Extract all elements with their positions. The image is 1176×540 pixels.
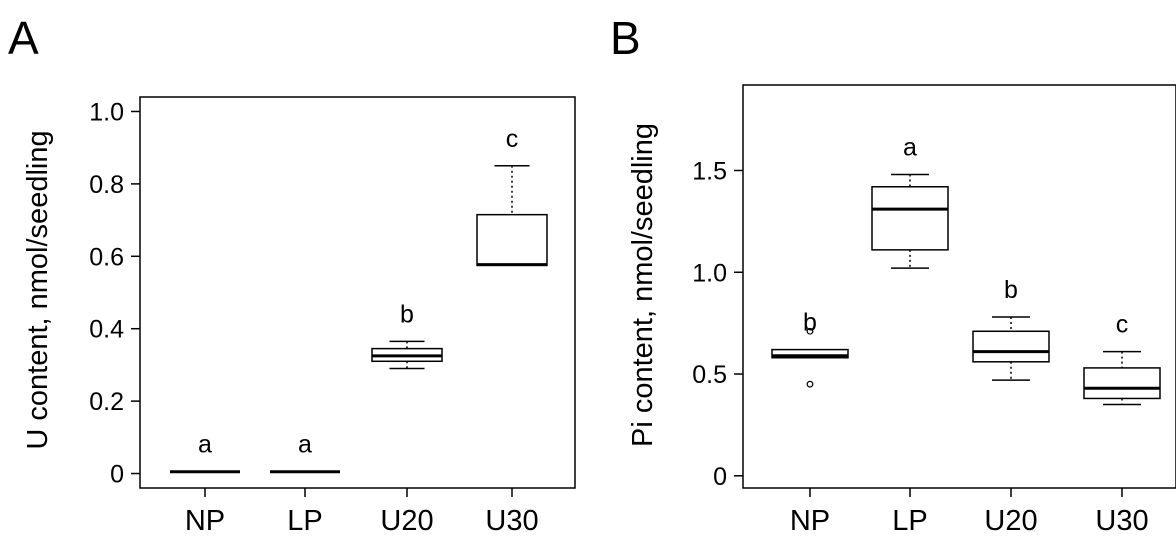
outlier-point: [806, 380, 814, 388]
x-category-label: U30: [485, 505, 538, 537]
y-axis-title: Pi content, nmol/seedling: [627, 123, 659, 447]
significance-letter: b: [1004, 276, 1018, 304]
iqr-box: [1083, 367, 1161, 400]
y-tick-label: 1.5: [692, 157, 727, 185]
x-category-label: U20: [984, 505, 1037, 537]
significance-letter: a: [198, 431, 212, 459]
significance-letter: c: [506, 125, 519, 153]
plot-frame: [742, 84, 1176, 489]
significance-letter: a: [298, 431, 312, 459]
x-category-label: U20: [380, 505, 433, 537]
box-u20: b: [371, 300, 443, 370]
outlier-point: [806, 327, 814, 335]
box-np: b: [771, 309, 849, 388]
significance-letter: b: [400, 300, 414, 328]
x-category-label: U30: [1095, 505, 1148, 537]
box-lp: a: [871, 134, 949, 269]
box-lp: a: [270, 431, 340, 474]
iqr-box: [871, 186, 949, 251]
box-u20: b: [972, 276, 1050, 381]
y-tick-label: 0: [110, 461, 124, 489]
box-u30: c: [1083, 311, 1161, 406]
y-tick-label: 1.0: [692, 259, 727, 287]
significance-letter: c: [1116, 311, 1129, 339]
y-axis-title: U content, nmol/seedling: [22, 130, 54, 449]
panel-b: B 0 0.5 1.0 1.5 Pi content, nmol/seedling NP b L…: [610, 12, 1176, 537]
x-category-label: LP: [892, 505, 927, 537]
box-u30: c: [476, 125, 548, 267]
iqr-box: [476, 213, 548, 267]
y-tick-label: 0.2: [89, 388, 124, 416]
significance-letter: b: [803, 309, 817, 337]
panel-letter: B: [610, 12, 641, 64]
y-tick-label: 1.0: [89, 98, 124, 126]
y-tick-label: 0.5: [692, 361, 727, 389]
box-np: a: [170, 431, 240, 474]
y-tick-label: 0.4: [89, 316, 124, 344]
x-category-label: LP: [287, 505, 322, 537]
significance-letter: a: [903, 134, 917, 162]
y-tick-label: 0.8: [89, 171, 124, 199]
y-tick-label: 0: [713, 463, 727, 491]
iqr-box: [771, 348, 849, 359]
y-tick-label: 0.6: [89, 243, 124, 271]
iqr-box: [972, 330, 1050, 363]
x-category-label: NP: [790, 505, 830, 537]
x-category-label: NP: [185, 505, 225, 537]
plot-frame: [139, 96, 576, 489]
panel-letter: A: [8, 12, 39, 64]
panel-a: A 0 0.2 0.4 0.6 0.8 1.0 U content, nmol/seedlin…: [8, 12, 576, 537]
